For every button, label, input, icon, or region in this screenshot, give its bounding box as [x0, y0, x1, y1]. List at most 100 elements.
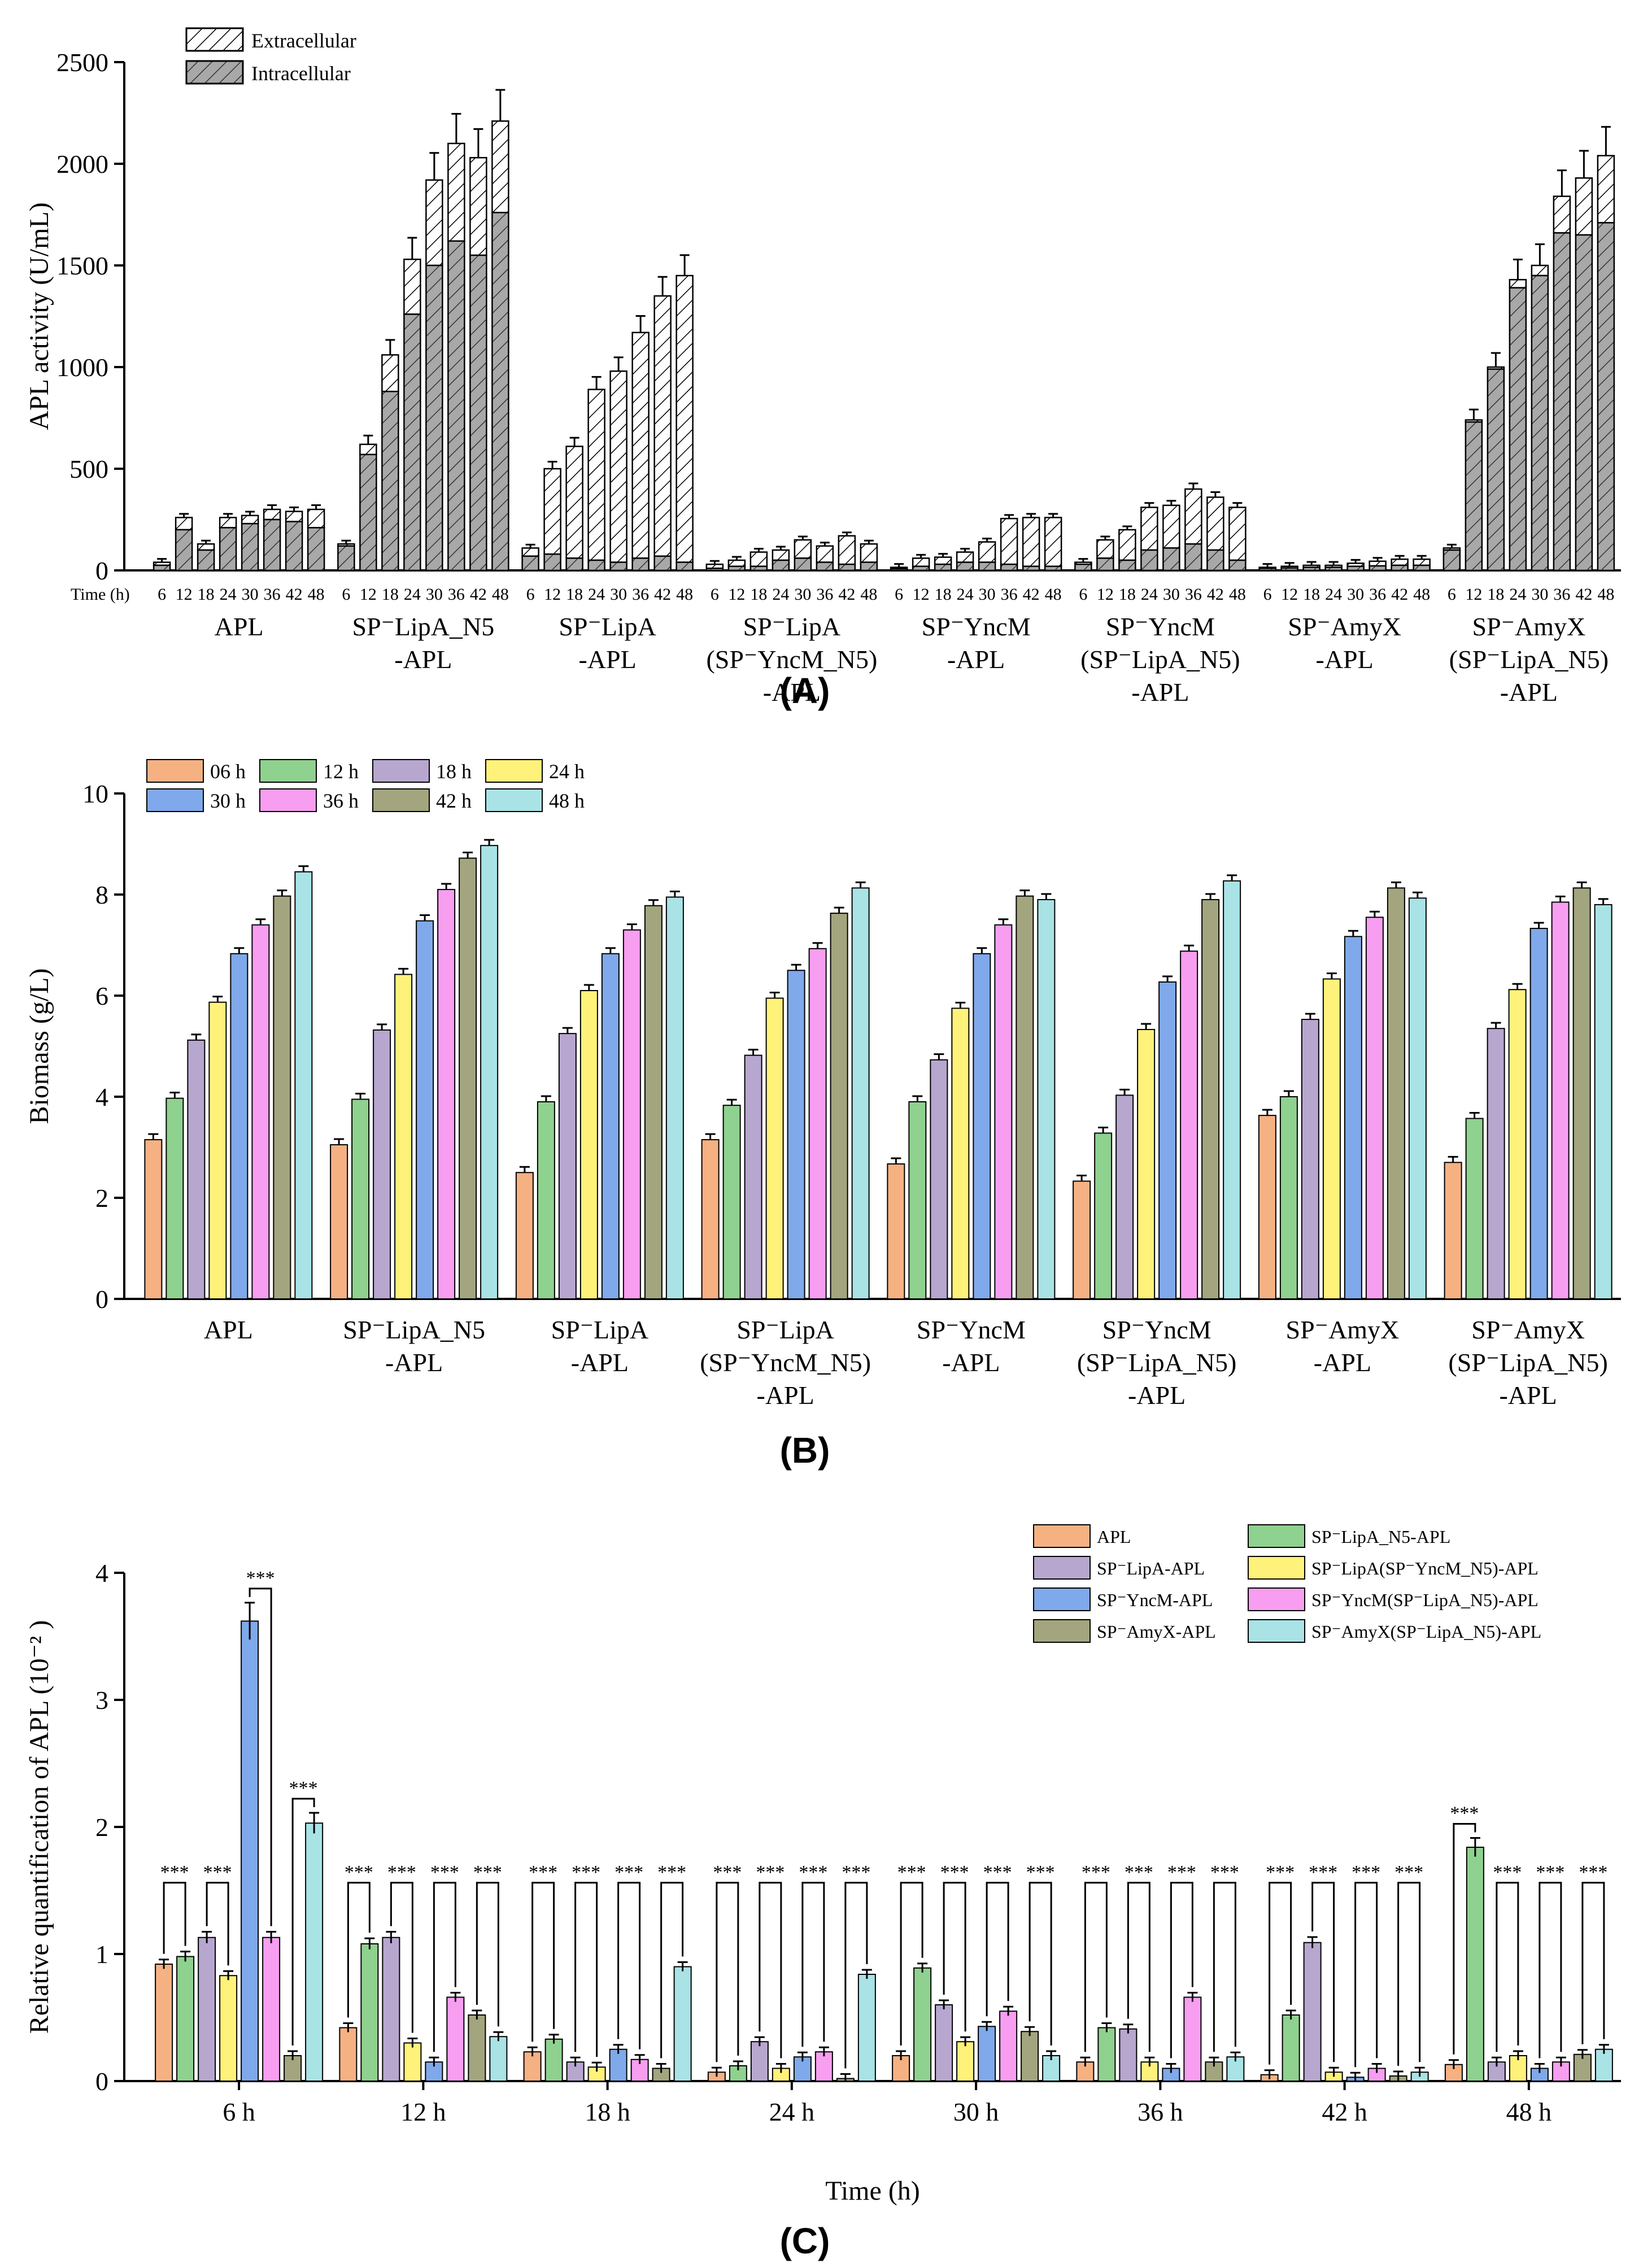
- c-significance-bracket: [660, 1882, 684, 2058]
- c-significance-bracket: [900, 1882, 923, 2045]
- c-bar: [544, 2038, 563, 2082]
- a-bar-intracellular: [890, 568, 908, 572]
- b-bar: [1529, 927, 1548, 1299]
- c-bar: [489, 2036, 508, 2082]
- a-bar-intracellular: [491, 212, 509, 572]
- c-bar: [814, 2051, 833, 2082]
- c-bar: [673, 1966, 692, 2082]
- c-bar: [857, 1974, 876, 2082]
- a-legend-swatch-extracellular: [185, 27, 244, 52]
- c-bar: [1183, 1996, 1202, 2082]
- a-bar-extracellular: [425, 179, 443, 267]
- b-legend-swatch: [146, 759, 204, 783]
- a-bar-extracellular: [749, 551, 768, 568]
- a-bar-intracellular: [1391, 564, 1409, 572]
- a-time-tick-label: 12: [544, 585, 561, 604]
- b-legend-label: 30 h: [210, 790, 246, 812]
- c-y-tick-label: 2: [95, 1813, 108, 1842]
- c-significance-label: ***: [203, 1862, 232, 1883]
- a-bar-extracellular: [1228, 507, 1247, 561]
- c-bar: [1097, 2027, 1116, 2082]
- a-time-tick-label: 42: [654, 585, 671, 604]
- b-group-label: APL: [204, 1315, 253, 1344]
- c-significance-label: ***: [1082, 1862, 1110, 1883]
- b-legend-label: 24 h: [549, 760, 585, 783]
- c-bar: [1303, 1942, 1322, 2082]
- a-bar-extracellular: [609, 370, 627, 563]
- a-bar-extracellular: [307, 508, 325, 529]
- a-group-label: SP⁻YncM: [922, 612, 1031, 641]
- c-bar: [176, 1956, 195, 2082]
- c-significance-bracket: [1496, 1882, 1519, 2052]
- b-legend-swatch: [485, 759, 543, 783]
- a-bar-intracellular: [1324, 566, 1343, 572]
- c-bar: [339, 2027, 358, 2082]
- b-y-tick-label: 4: [95, 1083, 108, 1111]
- a-time-tick-label: 30: [979, 585, 996, 604]
- b-bar: [722, 1105, 741, 1299]
- c-x-tick-label: 24 h: [769, 2097, 815, 2126]
- c-significance-bracket: [347, 1882, 371, 2018]
- a-bar-intracellular: [838, 563, 856, 572]
- b-bar: [1073, 1180, 1091, 1300]
- c-significance-label: ***: [756, 1862, 785, 1883]
- c-significance-bracket: [249, 1587, 272, 1926]
- a-bar-intracellular: [1228, 559, 1247, 572]
- a-bar-extracellular: [1575, 177, 1593, 236]
- a-time-tick-label: 30: [1347, 585, 1364, 604]
- b-bar: [1016, 895, 1034, 1300]
- c-significance-label: ***: [1536, 1862, 1564, 1883]
- b-bar: [459, 857, 477, 1300]
- c-legend-label: SP⁻YncM(SP⁻LipA_N5)-APL: [1311, 1590, 1539, 1610]
- a-bar-intracellular: [587, 559, 605, 572]
- c-significance-bracket: [801, 1882, 825, 2047]
- b-bar: [744, 1054, 762, 1299]
- b-group-label: (SP⁻YncM_N5): [700, 1348, 871, 1377]
- a-bar-intracellular: [219, 527, 237, 572]
- a-bar-extracellular: [912, 557, 930, 568]
- a-bar-intracellular: [1140, 549, 1158, 572]
- b-bar: [787, 970, 805, 1299]
- b-bar: [851, 887, 870, 1299]
- a-time-tick-label: 12: [1465, 585, 1482, 604]
- b-legend-label: 42 h: [436, 790, 472, 812]
- a-bar-extracellular: [1140, 507, 1158, 551]
- c-bar: [1282, 2014, 1300, 2082]
- a-bar-extracellular: [241, 514, 259, 525]
- b-legend-label: 48 h: [549, 790, 585, 812]
- a-time-tick-label: 18: [566, 585, 583, 604]
- c-bar: [999, 2010, 1018, 2082]
- c-legend-swatch: [1033, 1587, 1091, 1611]
- b-bar: [1594, 904, 1613, 1299]
- a-time-tick-label: 48: [1413, 585, 1430, 604]
- c-y-tick-label: 0: [95, 2067, 108, 2096]
- c-significance-bracket: [986, 1882, 1009, 2017]
- a-time-tick-label: 42: [470, 585, 487, 604]
- b-bar: [230, 953, 249, 1299]
- a-bar-intracellular: [1022, 565, 1040, 572]
- a-bar-extracellular: [772, 549, 790, 561]
- a-bar-intracellular: [1597, 222, 1615, 572]
- a-bar-intracellular: [1369, 565, 1387, 572]
- a-time-tick-label: 48: [492, 585, 509, 604]
- a-bar-intracellular: [956, 561, 974, 572]
- a-time-tick-label: 36: [1553, 585, 1570, 604]
- a-time-tick-label: 24: [404, 585, 421, 604]
- a-bar-intracellular: [521, 555, 539, 572]
- a-bar-extracellular: [1206, 496, 1224, 551]
- b-bar: [1180, 950, 1199, 1299]
- b-bar: [330, 1144, 348, 1300]
- b-legend-label: 06 h: [210, 760, 246, 783]
- a-bar-intracellular: [197, 549, 215, 572]
- c-significance-label: ***: [1493, 1862, 1522, 1883]
- c-significance-bracket: [476, 1882, 499, 2027]
- c-significance-bracket: [163, 1882, 186, 1954]
- a-bar-intracellular: [1575, 234, 1593, 572]
- c-x-tick-label: 12 h: [400, 2097, 446, 2126]
- b-y-tick-label: 0: [95, 1285, 108, 1314]
- c-significance-bracket: [390, 1882, 413, 2033]
- a-bar-intracellular: [359, 453, 377, 572]
- a-group-label: SP⁻AmyX: [1472, 612, 1586, 641]
- a-bar-intracellular: [816, 561, 834, 572]
- b-legend-swatch: [372, 759, 430, 783]
